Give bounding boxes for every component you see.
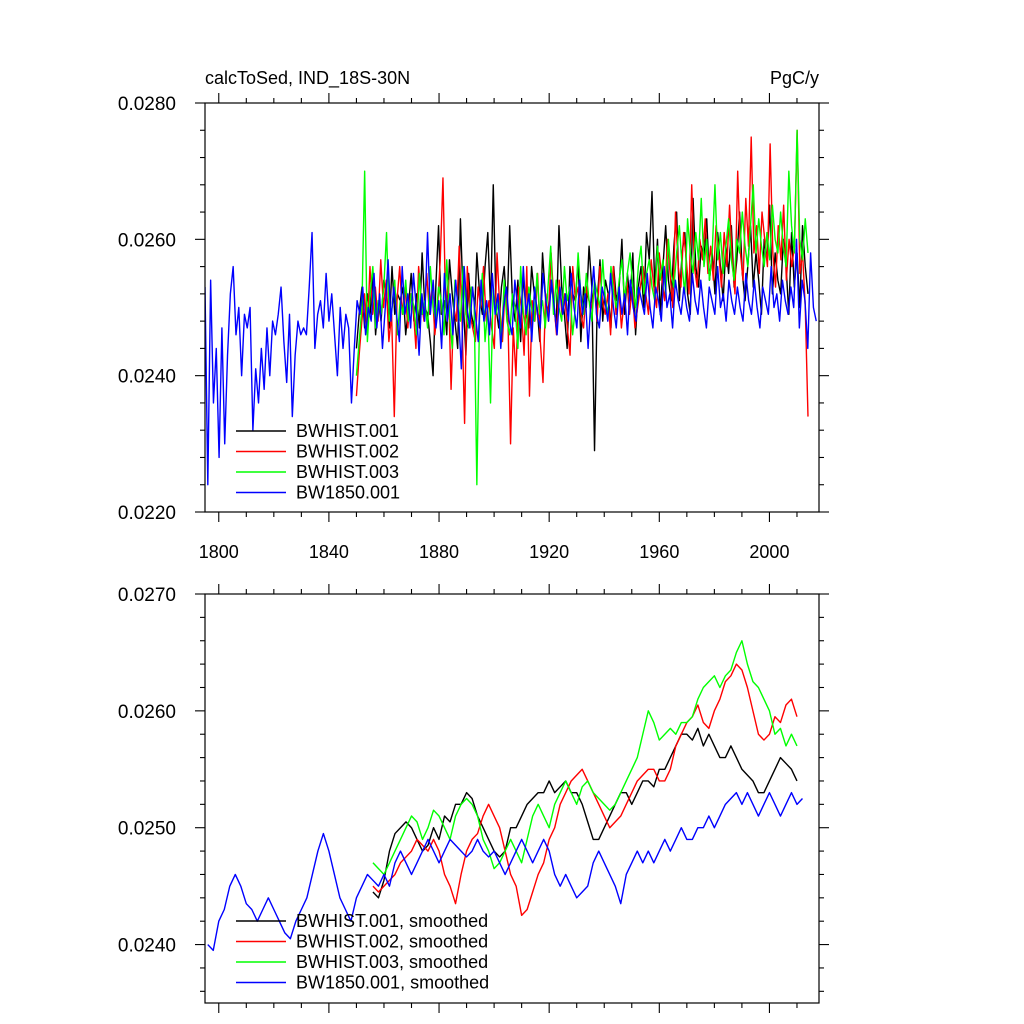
top-y-tick-label: 0.0260 xyxy=(118,230,176,251)
top-series-line-4 xyxy=(205,231,817,486)
top-x-tick-label: 1920 xyxy=(529,542,569,562)
bottom-legend-label-2: BWHIST.002, smoothed xyxy=(296,932,488,952)
top-chart-title: calcToSed, IND_18S-30N xyxy=(205,68,410,89)
top-x-tick-label: 1800 xyxy=(199,542,239,562)
top-legend-label-2: BWHIST.002 xyxy=(296,442,399,462)
bottom-panel: 0.0240 0.0250 0.0260 0.0270 BWHIST.001, smo… xyxy=(118,584,829,1013)
top-x-tick-label: 1840 xyxy=(309,542,349,562)
bottom-y-tick-label: 0.0240 xyxy=(118,936,176,957)
top-series-layer xyxy=(205,129,817,486)
top-y-tick-label: 0.0240 xyxy=(118,367,176,388)
bottom-y-tick-label: 0.0260 xyxy=(118,702,176,723)
bottom-series-line-2 xyxy=(372,663,798,917)
top-chart-units: PgC/y xyxy=(770,68,819,88)
bottom-series-line-1 xyxy=(372,727,798,899)
bottom-tick-layer: 0.0240 0.0250 0.0260 0.0270 xyxy=(118,584,829,1013)
bottom-series-layer xyxy=(207,640,803,952)
top-tick-layer: 1800 1840 1880 1920 1960 2000 0.0220 0.0240 0.02… xyxy=(118,93,829,562)
bottom-y-tick-label: 0.0250 xyxy=(118,819,176,840)
bottom-legend-label-1: BWHIST.001, smoothed xyxy=(296,911,488,931)
bottom-plot-frame xyxy=(204,593,820,1004)
top-y-tick-label: 0.0280 xyxy=(118,94,176,115)
top-x-tick-label: 1960 xyxy=(639,542,679,562)
top-legend-label-1: BWHIST.001 xyxy=(296,421,399,441)
bottom-y-tick-label: 0.0270 xyxy=(118,585,176,606)
top-legend-label-4: BW1850.001 xyxy=(296,483,400,503)
top-panel: 1800 1840 1880 1920 1960 2000 0.0220 0.0240 0.02… xyxy=(118,68,829,562)
bottom-legend-label-3: BWHIST.003, smoothed xyxy=(296,952,488,972)
top-y-tick-label: 0.0220 xyxy=(118,503,176,524)
top-legend-label-3: BWHIST.003 xyxy=(296,462,399,482)
bottom-series-line-3 xyxy=(372,640,798,876)
top-x-tick-label: 1880 xyxy=(419,542,459,562)
bottom-series-line-4 xyxy=(207,791,803,952)
top-plot-frame xyxy=(204,102,820,513)
bottom-legend-label-4: BW1850.001, smoothed xyxy=(296,973,489,993)
top-x-tick-label: 2000 xyxy=(749,542,789,562)
